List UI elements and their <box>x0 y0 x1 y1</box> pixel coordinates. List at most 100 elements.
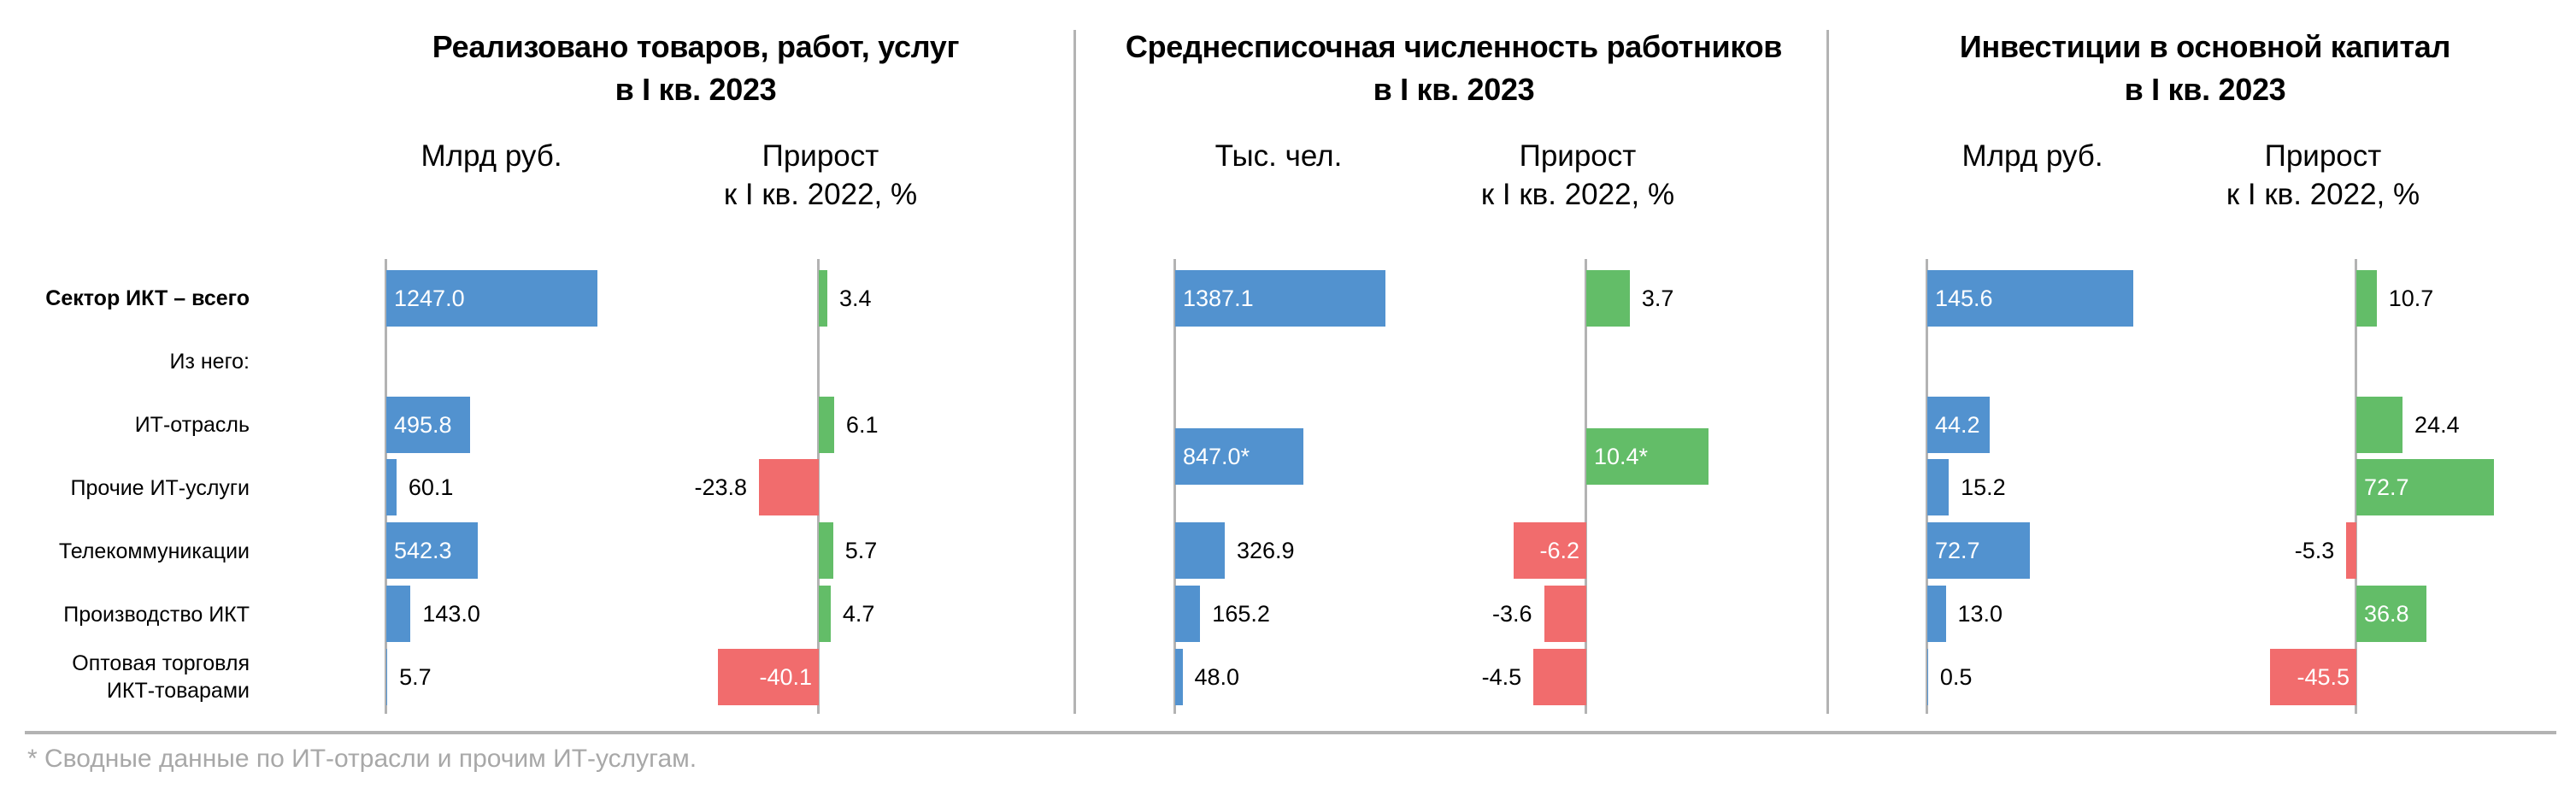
panel-1-pct-header-line2: к I кв. 2022, % <box>723 178 918 211</box>
bar-value-label: -45.5 <box>2297 663 2350 690</box>
panel-divider-2 <box>1826 30 1829 714</box>
bar-value-label: 4.7 <box>842 601 875 627</box>
panel-divider-1 <box>1073 30 1076 714</box>
bar-value-label: 60.1 <box>408 474 454 501</box>
bar-panel3-pct <box>2356 459 2495 516</box>
bar-panel3-abs <box>1927 459 1950 516</box>
panel-2-pct-header: Прирост к I кв. 2022, % <box>1424 137 1732 214</box>
panel-3-pct-header: Прирост к I кв. 2022, % <box>2169 137 2477 214</box>
bar-value-label: 36.8 <box>2364 601 2409 627</box>
bar-value-label: 48.0 <box>1194 663 1240 690</box>
bar-panel2-abs <box>1175 648 1183 705</box>
row-labels: Сектор ИКТ – всего Из него: ИТ-отрасль П… <box>0 0 250 801</box>
bar-value-label: 72.7 <box>2364 474 2409 501</box>
bar-panel1-abs <box>386 270 597 327</box>
bar-value-label: -6.2 <box>1539 538 1579 564</box>
bar-panel3-pct <box>2356 396 2403 453</box>
panel-2-abs-header: Тыс. чел. <box>1214 139 1343 173</box>
panel-1-pct-header: Прирост к I кв. 2022, % <box>667 137 974 214</box>
panel-1-title: Реализовано товаров, работ, услуг в I кв… <box>388 26 1003 111</box>
row-label-of-which: Из него: <box>169 350 250 374</box>
bar-value-label: 10.7 <box>2388 286 2434 311</box>
bar-panel2-pct <box>1544 586 1586 642</box>
bar-value-label: -23.8 <box>694 474 748 501</box>
bar-value-label: 143.0 <box>422 601 480 627</box>
bar-value-label: 6.1 <box>845 411 879 438</box>
panel-3-pct-header-line1: Прирост <box>2264 139 2382 173</box>
panel-2-pct-header-line1: Прирост <box>1519 139 1637 173</box>
bar-panel3-abs <box>1927 586 1946 642</box>
panel-1-abs-axis <box>385 259 387 714</box>
bar-panel1-pct <box>819 586 831 642</box>
bar-value-label: 44.2 <box>1935 411 1980 438</box>
bar-value-label: 15.2 <box>1961 474 2006 501</box>
row-label-other-it-services: Прочие ИТ-услуги <box>70 476 250 500</box>
bar-panel1-pct <box>819 270 827 327</box>
panel-2-title-line2: в I кв. 2023 <box>1373 72 1535 107</box>
bar-panel3-pct <box>2356 270 2377 327</box>
bar-value-label: 145.6 <box>1935 286 1993 311</box>
panel-2-abs-axis <box>1173 259 1176 714</box>
bar-value-label: 847.0* <box>1183 443 1250 469</box>
panel-2-pct-header-line2: к I кв. 2022, % <box>1480 178 1675 211</box>
panel-3-title-line1: Инвестиции в основной капитал <box>1959 29 2451 64</box>
bar-value-label: 13.0 <box>1957 601 2003 627</box>
row-label-telecom: Телекоммуникации <box>58 539 250 563</box>
bar-panel3-pct <box>2270 648 2356 705</box>
bar-value-label: 0.5 <box>1939 663 1973 690</box>
panel-3-title-line2: в I кв. 2023 <box>2124 72 2286 107</box>
bar-panel2-pct <box>1533 648 1586 705</box>
bar-panel2-abs <box>1175 270 1386 327</box>
bar-panel3-abs <box>1927 270 2133 327</box>
bar-panel1-pct <box>819 396 834 453</box>
footer-divider <box>25 731 2556 734</box>
bar-panel2-pct <box>1586 427 1709 485</box>
bar-value-label: 1247.0 <box>394 286 465 311</box>
bar-value-label: 24.4 <box>2414 411 2460 438</box>
bar-panel2-abs <box>1175 427 1304 485</box>
row-label-ict-wholesale: Оптовая торговля ИКТ-товарами <box>72 651 250 703</box>
bar-panel1-abs <box>386 396 471 453</box>
panel-3-title: Инвестиции в основной капитал в I кв. 20… <box>1838 26 2573 111</box>
bar-panel1-pct <box>819 522 833 580</box>
panel-1-abs-header: Млрд руб. <box>421 139 562 173</box>
panel-2-title-line1: Среднесписочная численность работников <box>1125 29 1783 64</box>
panel-3-abs-axis <box>1926 259 1928 714</box>
panel-3-abs-header: Млрд руб. <box>1961 139 2103 173</box>
bar-panel1-abs <box>386 522 479 580</box>
panel-2-title: Среднесписочная численность работников в… <box>1082 26 1826 111</box>
footnote: * Сводные данные по ИТ-отрасли и прочим … <box>27 745 697 773</box>
bar-value-label: 495.8 <box>394 411 452 438</box>
bar-panel2-abs <box>1175 522 1225 580</box>
bar-value-label: 3.4 <box>838 286 872 311</box>
bar-value-label: -40.1 <box>759 663 812 690</box>
bar-value-label: 1387.1 <box>1183 286 1254 311</box>
row-label-it-industry: ИТ-отрасль <box>134 413 250 437</box>
bar-panel3-abs <box>1927 396 1991 453</box>
bar-value-label: 10.4* <box>1594 443 1649 469</box>
bar-panel1-abs <box>386 459 397 516</box>
bar-panel3-pct <box>2346 522 2356 580</box>
bar-panel1-pct <box>759 459 819 516</box>
bar-value-label: -3.6 <box>1491 601 1532 627</box>
bar-value-label: 5.7 <box>844 538 878 564</box>
bar-panel1-abs <box>386 586 411 642</box>
bar-panel2-abs <box>1175 586 1201 642</box>
panel-1-title-line2: в I кв. 2023 <box>615 72 777 107</box>
bar-panel3-abs <box>1927 648 1928 705</box>
bar-value-label: 165.2 <box>1212 601 1270 627</box>
bar-value-label: 542.3 <box>394 538 452 564</box>
bar-panel2-pct <box>1513 522 1586 580</box>
bar-value-label: 5.7 <box>399 663 432 690</box>
panel-3-pct-header-line2: к I кв. 2022, % <box>2226 178 2420 211</box>
bar-panel3-abs <box>1927 522 2031 580</box>
panel-1-pct-header-line1: Прирост <box>762 139 879 173</box>
bar-value-label: 3.7 <box>1641 286 1674 311</box>
bar-value-label: -4.5 <box>1481 663 1522 690</box>
panel-1-title-line1: Реализовано товаров, работ, услуг <box>432 29 960 64</box>
bar-value-label: 72.7 <box>1935 538 1980 564</box>
panel-2-pct-axis <box>1585 259 1587 714</box>
row-label-ict-total: Сектор ИКТ – всего <box>45 286 250 310</box>
bar-panel2-pct <box>1586 270 1630 327</box>
row-label-ict-manufacturing: Производство ИКТ <box>63 603 250 627</box>
